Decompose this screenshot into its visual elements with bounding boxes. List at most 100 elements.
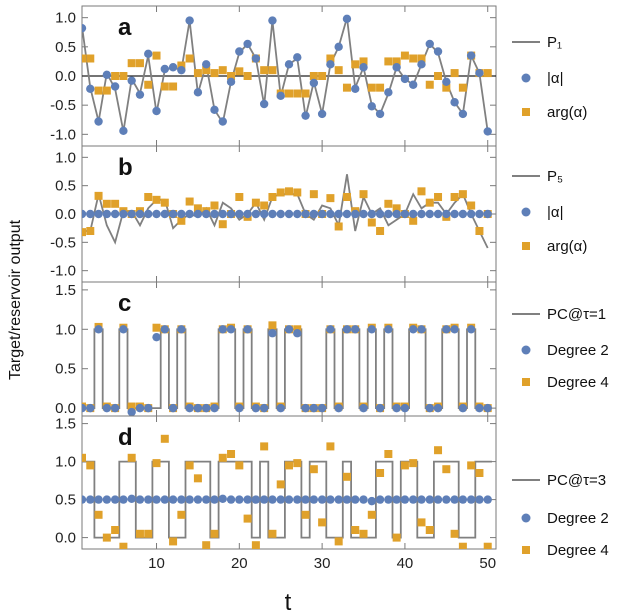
series-point-square — [127, 453, 136, 462]
series-point-square — [425, 526, 434, 534]
series-point-circle — [309, 78, 319, 88]
series-point-circle — [168, 495, 178, 504]
series-point-square — [367, 218, 376, 227]
series-point-circle — [135, 403, 145, 413]
series-point-square — [384, 57, 393, 66]
series-point-square — [152, 195, 161, 204]
series-point-square — [227, 450, 236, 458]
series-point-circle — [82, 495, 87, 504]
series-point-square — [359, 529, 368, 538]
series-point-square — [359, 190, 368, 199]
series-point-circle — [392, 63, 401, 72]
legend: P₅ |α| arg(α) — [512, 168, 587, 255]
series-point-square — [102, 86, 111, 95]
series-point-square — [185, 197, 194, 206]
y-axis-title: Target/reservoir output — [7, 219, 24, 380]
series-point-square — [111, 526, 120, 534]
series-point-circle — [226, 209, 236, 219]
plot-area — [82, 174, 492, 249]
series-point-circle — [276, 403, 285, 413]
series-point-circle — [475, 68, 484, 78]
plot-area — [82, 434, 492, 549]
x-tick-label: 50 — [479, 555, 496, 572]
series-point-circle — [226, 495, 236, 504]
series-point-square — [111, 199, 120, 208]
series-point-square — [409, 216, 418, 225]
legend-square-swatch — [522, 108, 530, 116]
series-point-circle — [458, 495, 468, 504]
series-point-square — [94, 191, 103, 200]
series-point-circle — [127, 76, 136, 85]
series-point-circle — [317, 109, 327, 119]
series-point-circle — [400, 209, 410, 219]
series-point-circle — [135, 209, 145, 219]
series-point-circle — [276, 495, 285, 504]
series-point-circle — [293, 53, 302, 62]
series-point-circle — [251, 209, 261, 219]
series-point-circle — [268, 329, 277, 338]
series-point-square — [458, 83, 467, 92]
series-point-square — [94, 86, 103, 95]
series-point-square — [367, 83, 376, 92]
series-point-square — [218, 66, 227, 75]
series-point-circle — [218, 325, 227, 334]
series-point-circle — [218, 494, 227, 504]
legend-label: Degree 4 — [547, 542, 609, 559]
panel-b: 1.0 0.5 0.0 -0.5 -1.0 b P₅ |α| arg(α) — [50, 145, 587, 283]
series-point-square — [409, 54, 418, 63]
y-tick-label: 0.0 — [55, 530, 76, 547]
series-point-square — [409, 459, 418, 468]
series-point-circle — [243, 325, 252, 334]
series-point-square — [127, 402, 136, 411]
panel-letter: d — [118, 424, 133, 451]
series-point-circle — [301, 111, 310, 120]
series-point-circle — [317, 403, 327, 413]
series-point-circle — [193, 403, 203, 413]
legend-circle-swatch — [521, 513, 531, 523]
series-point-circle — [384, 209, 393, 219]
y-tick-label: 1.5 — [55, 416, 76, 433]
legend-circle-swatch — [521, 207, 531, 217]
series-point-circle — [82, 23, 87, 33]
series-point-circle — [409, 495, 418, 504]
series-point-square — [301, 89, 310, 98]
series-point-circle — [152, 106, 161, 116]
series-point-circle — [392, 209, 401, 219]
series-point-square — [86, 54, 95, 63]
series-point-circle — [400, 403, 410, 413]
series-point-circle — [351, 209, 360, 219]
series-point-circle — [235, 495, 244, 504]
series-point-square — [193, 474, 202, 483]
series-point-circle — [483, 403, 492, 413]
series-point-circle — [483, 209, 492, 219]
legend-square-swatch — [522, 378, 530, 386]
series-point-circle — [475, 209, 484, 219]
series-point-square — [384, 199, 393, 208]
series-point-square — [458, 542, 467, 549]
legend-label: Degree 2 — [547, 342, 609, 359]
target-line — [82, 17, 489, 132]
series-point-circle — [168, 209, 178, 219]
series-point-circle — [160, 495, 169, 504]
series-point-circle — [94, 325, 103, 334]
y-tick-label: 0.0 — [55, 206, 76, 223]
series-point-circle — [359, 403, 368, 413]
series-point-square — [285, 187, 293, 196]
series-point-square — [384, 450, 393, 458]
series-point-circle — [259, 495, 269, 504]
series-point-square — [326, 194, 335, 203]
y-tick-label: -1.0 — [50, 263, 76, 280]
series-point-circle — [466, 51, 476, 60]
series-point-square — [177, 216, 186, 225]
series-point-square — [152, 51, 161, 60]
series-point-circle — [152, 495, 161, 504]
series-point-square — [376, 227, 385, 235]
series-point-circle — [392, 403, 401, 413]
series-point-circle — [326, 495, 335, 504]
series-point-square — [334, 537, 343, 546]
series-point-square — [417, 518, 426, 527]
series-point-circle — [218, 117, 227, 126]
series-point-circle — [226, 77, 236, 87]
series-point-square — [160, 82, 169, 91]
series-point-square — [483, 69, 492, 78]
